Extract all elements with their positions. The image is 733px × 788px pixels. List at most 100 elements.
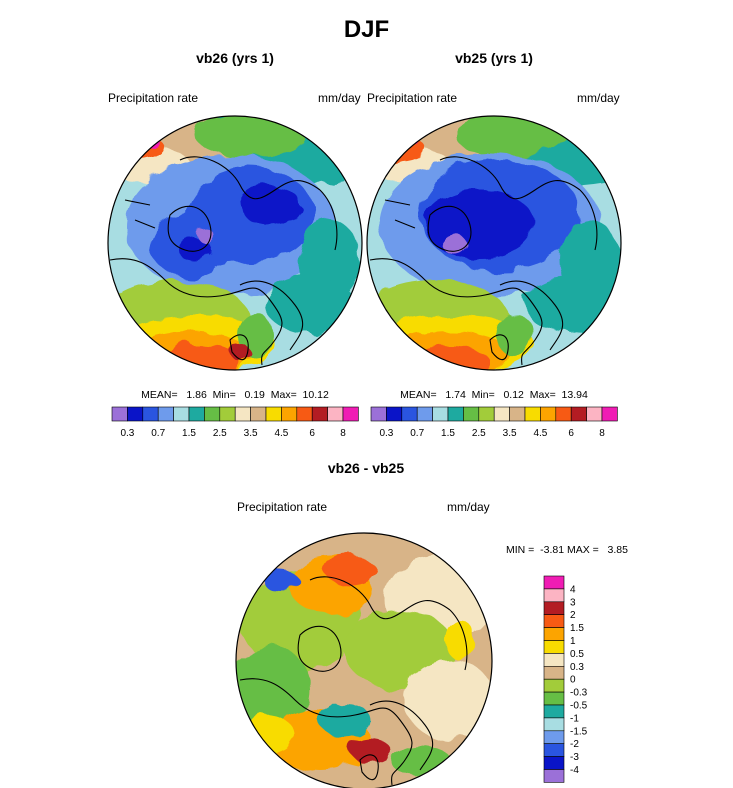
panel2-colorbar-tick-label: 1.5 — [441, 428, 455, 439]
diff-colorbar-box — [543, 575, 565, 590]
panel1-variable-label: Precipitation rate — [108, 91, 199, 105]
diff-minmax: MIN = -3.81 MAX = 3.85 — [506, 544, 628, 556]
panel2-stats: MEAN= 1.74 Min= 0.12 Max= 13.94 — [400, 389, 588, 401]
diff-units-label: mm/day — [447, 500, 490, 514]
diff-colorbar-box — [543, 743, 565, 757]
diff-colorbar-tick-label: 4 — [570, 584, 576, 595]
diff-colorbar-tick-label: -1.5 — [570, 726, 588, 737]
diff-colorbar-tick-label: -2 — [570, 739, 579, 750]
panel2-colorbar: 0.3 0.7 1.5 2.5 3.5 4.5 6 8 — [370, 406, 618, 439]
diff-colorbar-tick-label: -4 — [570, 765, 579, 776]
panel1-colorbar-tick-label: 1.5 — [182, 428, 196, 439]
diff-coastlines — [239, 576, 468, 786]
panel2-colorbar-box — [555, 406, 572, 422]
panel2-colorbar-box — [586, 406, 603, 422]
panel2-colorbar-tick-label: 4.5 — [533, 428, 547, 439]
panel2-colorbar-box — [447, 406, 464, 422]
panel1-colorbar-box — [219, 406, 236, 422]
diff-colorbar-box — [543, 588, 565, 603]
panel1-colorbar-tick-label: 6 — [309, 428, 315, 439]
panel2-map — [366, 115, 622, 371]
diff-colorbar-tick-label: 0.5 — [570, 649, 584, 660]
panel1-colorbar-box — [342, 406, 359, 422]
panel1-colorbar-box — [204, 406, 221, 422]
panel2-colorbar-tick-label: 2.5 — [472, 428, 486, 439]
panel2-colorbar-box — [401, 406, 418, 422]
panel1-colorbar-tick-label: 0.7 — [151, 428, 165, 439]
panel2-colorbar-box — [386, 406, 403, 422]
panel2-colorbar-box — [493, 406, 510, 422]
diff-colorbar-box — [543, 678, 565, 693]
panel2-colorbar-box — [416, 406, 433, 422]
diff-colorbar-tick-label: 1.5 — [570, 623, 584, 634]
panel1-colorbar: 0.3 0.7 1.5 2.5 3.5 4.5 6 8 — [111, 406, 359, 439]
diff-colorbar-box — [543, 730, 565, 744]
panel1-colorbar-box — [296, 406, 313, 422]
panel2-colorbar-box — [432, 406, 449, 422]
panel1-units-label: mm/day — [318, 91, 361, 105]
diff-colorbar-box — [543, 627, 565, 641]
panel1-colorbar-box — [173, 406, 190, 422]
diff-colorbar-tick-label: -0.5 — [570, 701, 588, 712]
panel1-stats: MEAN= 1.86 Min= 0.19 Max= 10.12 — [141, 389, 329, 401]
panel1-colorbar-box — [265, 406, 282, 422]
panel1-colorbar-box — [157, 406, 174, 422]
panel2-colorbar-box — [478, 406, 495, 422]
panel2-variable-label: Precipitation rate — [367, 91, 458, 105]
diff-colorbar-tick-label: -3 — [570, 752, 579, 763]
panel1-colorbar-box — [127, 406, 144, 422]
panel1-coastlines — [109, 156, 338, 366]
diff-colorbar-box — [543, 756, 565, 770]
panel1-colorbar-box — [142, 406, 159, 422]
panel2-colorbar-tick-label: 3.5 — [503, 428, 517, 439]
panel2-colorbar-tick-label: 0.7 — [410, 428, 424, 439]
diff-variable-label: Precipitation rate — [237, 500, 328, 514]
diff-colorbar-box — [543, 691, 565, 706]
diff-colorbar-tick-label: 3 — [570, 597, 576, 608]
panel2-colorbar-tick-label: 8 — [599, 428, 605, 439]
panel1-colorbar-tick-label: 2.5 — [213, 428, 227, 439]
panel1-colorbar-tick-label: 3.5 — [244, 428, 258, 439]
diff-colorbar-tick-label: 2 — [570, 610, 576, 621]
diff-colorbar: 4 3 2 1.5 1 0.5 0.3 0 -0.3 -0.5-1 -1.5 -2 -3 -4 — [543, 575, 588, 783]
panel2-colorbar-box — [601, 406, 618, 422]
panel1-colorbar-box — [311, 406, 328, 422]
panel1-colorbar-box — [234, 406, 251, 422]
panel2-title: vb25 (yrs 1) — [455, 50, 533, 66]
panel2-colorbar-box — [370, 406, 387, 422]
panel2-coastlines — [369, 156, 598, 366]
diff-colorbar-box — [543, 614, 565, 628]
diff-colorbar-box — [543, 653, 565, 667]
diff-colorbar-tick-label: -0.3 — [570, 688, 588, 699]
diff-colorbar-tick-label: 0.3 — [570, 662, 584, 673]
panel2-colorbar-box — [570, 406, 587, 422]
diff-colorbar-tick-label: -1 — [570, 713, 579, 724]
diff-colorbar-box — [543, 601, 565, 615]
panel1-colorbar-box — [111, 406, 128, 422]
panel2-units-label: mm/day — [577, 91, 620, 105]
panel1-title: vb26 (yrs 1) — [196, 50, 274, 66]
diff-colorbar-tick-label: 1 — [570, 636, 576, 647]
panel1-colorbar-tick-label: 8 — [340, 428, 346, 439]
diff-colorbar-tick-label: 0 — [570, 675, 576, 686]
diff-colorbar-box — [543, 665, 565, 680]
panel2-colorbar-tick-label: 6 — [568, 428, 574, 439]
diff-colorbar-box — [543, 769, 565, 783]
panel2-colorbar-box — [540, 406, 557, 422]
diff-colorbar-box — [543, 704, 565, 719]
panel1-colorbar-box — [250, 406, 267, 422]
panel2-colorbar-tick-label: 0.3 — [379, 428, 393, 439]
panel2-colorbar-box — [524, 406, 541, 422]
panel1-map — [107, 115, 363, 371]
panel2-colorbar-box — [509, 406, 526, 422]
figure-title: DJF — [343, 16, 390, 43]
panel1-colorbar-tick-label: 4.5 — [274, 428, 288, 439]
panel1-colorbar-box — [188, 406, 205, 422]
diff-title: vb26 - vb25 — [327, 460, 405, 476]
panel1-colorbar-box — [281, 406, 298, 422]
panel1-colorbar-box — [327, 406, 344, 422]
diff-map — [235, 532, 493, 788]
diff-colorbar-box — [543, 640, 565, 654]
panel1-colorbar-tick-label: 0.3 — [120, 428, 134, 439]
